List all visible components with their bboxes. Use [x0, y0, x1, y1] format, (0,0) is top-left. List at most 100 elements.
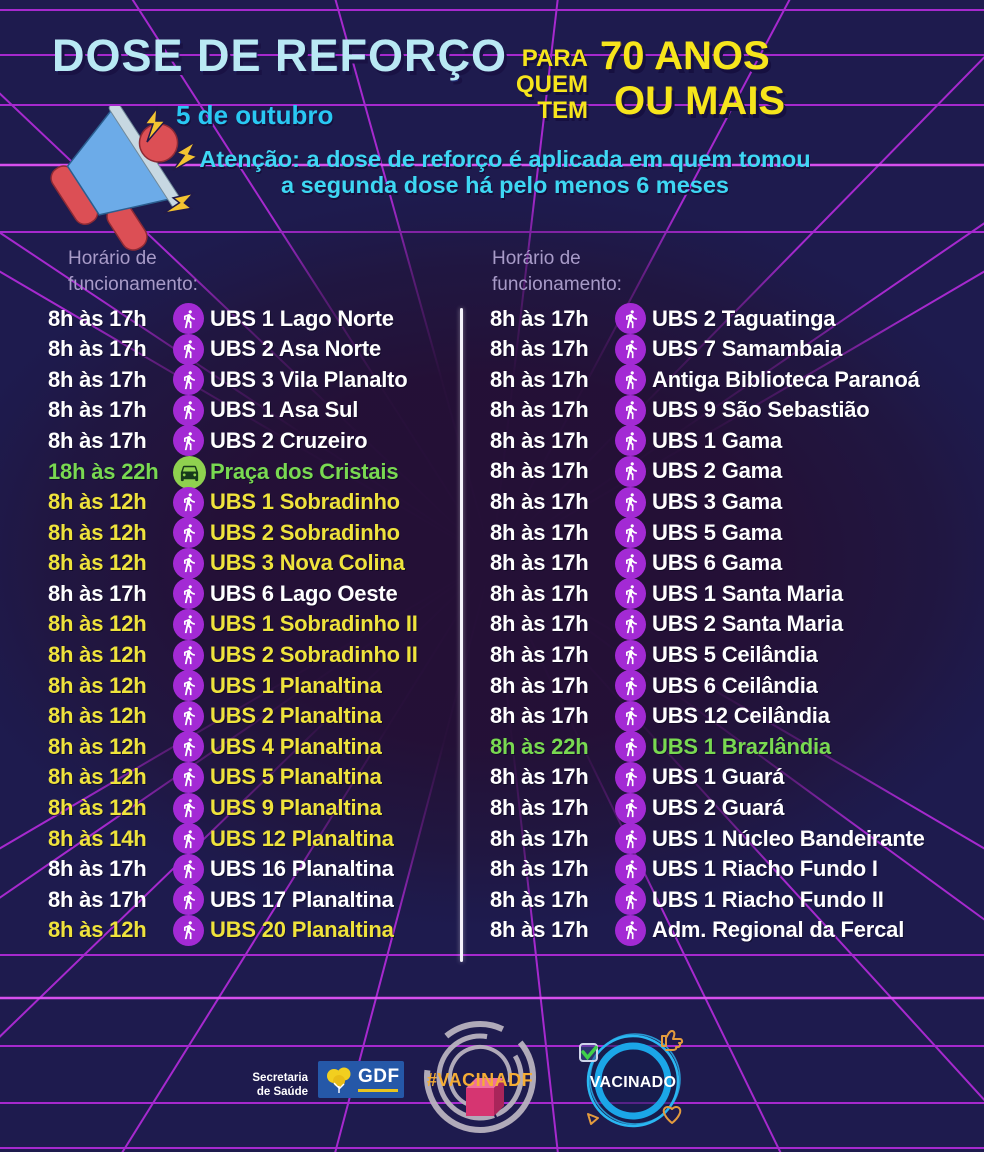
row-location: UBS 1 Brazlândia [652, 733, 831, 759]
schedule-row: 8h às 17h UBS 1 Lago Norte [48, 303, 518, 334]
walking-person-icon [173, 670, 204, 702]
gdf-label: GDF [358, 1066, 400, 1087]
schedule-row: 8h às 17h UBS 7 Samambaia [490, 333, 960, 365]
schedule-row: 8h às 17h UBS 9 São Sebastião [490, 394, 960, 426]
walking-person-icon [615, 394, 646, 426]
schedule-row: 8h às 17h UBS 12 Ceilândia [490, 700, 960, 732]
walking-person-icon [615, 455, 646, 487]
walking-person-icon [173, 731, 204, 763]
schedule-row: 8h às 17h UBS 5 Ceilândia [490, 639, 960, 671]
row-location: UBS 2 Sobradinho II [210, 642, 418, 668]
checkbox-check-icon [579, 1043, 598, 1062]
schedule-row: 8h às 17h UBS 2 Santa Maria [490, 608, 960, 640]
row-time: 8h às 17h [490, 397, 589, 423]
row-time: 8h às 17h [490, 886, 589, 912]
row-location: UBS 6 Lago Oeste [210, 580, 398, 606]
schedule-row: 8h às 17h Antiga Biblioteca Paranoá [490, 364, 960, 396]
row-location: UBS 1 Núcleo Bandeirante [652, 825, 925, 851]
row-time: 8h às 12h [48, 550, 147, 576]
row-location: UBS 12 Ceilândia [652, 703, 830, 729]
schedule-row: 8h às 17h UBS 2 Asa Norte [48, 333, 518, 365]
walking-person-icon [173, 517, 204, 549]
row-location: UBS 2 Santa Maria [652, 611, 844, 637]
row-location: UBS 3 Nova Colina [210, 550, 405, 576]
row-time: 8h às 17h [490, 580, 589, 606]
row-time: 18h às 22h [48, 459, 159, 485]
schedule-row: 8h às 22h UBS 1 Brazlândia [490, 731, 960, 763]
row-location: UBS 2 Taguatinga [652, 305, 836, 331]
walking-person-icon [615, 761, 646, 793]
schedule-column-left: Horário de funcionamento: 8h às 17h UBS 1… [48, 246, 518, 946]
row-location: UBS 12 Planaltina [210, 825, 394, 851]
row-time: 8h às 17h [490, 489, 589, 515]
row-time: 8h às 12h [48, 795, 147, 820]
row-location: UBS 1 Planaltina [210, 672, 382, 698]
walking-person-icon [173, 884, 204, 916]
schedule-row: 8h às 17h UBS 1 Asa Sul [48, 394, 518, 426]
column-header: Horário de funcionamento: [48, 246, 518, 298]
walking-person-icon [615, 884, 646, 916]
walking-person-icon [615, 670, 646, 702]
row-location: UBS 2 Cruzeiro [210, 427, 368, 453]
schedule-row: 8h às 12h UBS 2 Sobradinho [48, 517, 518, 549]
schedule-row: 8h às 17h UBS 3 Vila Planalto [48, 364, 518, 396]
row-location: Adm. Regional da Fercal [652, 917, 905, 943]
schedule-rows: 8h às 17h UBS 2 Taguatinga 8h às 17h UBS 7 … [490, 303, 960, 946]
heart-icon [662, 1105, 682, 1124]
vacinadf-hashtag-label: #VACINADF [427, 1070, 533, 1090]
schedule-row: 8h às 17h UBS 2 Guará [490, 792, 960, 824]
walking-person-icon [615, 608, 646, 640]
schedule-row: 8h às 17h UBS 1 Núcleo Bandeirante [490, 823, 960, 855]
lightning-bolts-icon [143, 106, 200, 214]
schedule-row: 8h às 17h UBS 1 Santa Maria [490, 578, 960, 610]
vacinadf-logo: #VACINADF [424, 1021, 536, 1133]
column-header-line: Horário de [492, 248, 581, 269]
schedule-row: 8h às 12h UBS 1 Planaltina [48, 670, 518, 702]
row-location: UBS 1 Guará [652, 764, 785, 790]
row-location: Praça dos Cristais [210, 459, 399, 485]
row-time: 8h às 17h [48, 336, 147, 362]
column-header-line: funcionamento: [492, 274, 622, 295]
row-location: UBS 1 Sobradinho [210, 489, 400, 515]
walking-person-icon [615, 486, 646, 518]
audience-main: 70 ANOS OU MAIS [600, 34, 785, 124]
row-location: UBS 6 Ceilândia [652, 672, 818, 698]
schedule-row: 8h às 12h UBS 3 Nova Colina [48, 547, 518, 579]
walking-person-icon [615, 639, 646, 671]
megaphone-icon [50, 106, 200, 251]
row-time: 8h às 12h [48, 519, 147, 545]
audience-main-line: OU MAIS [614, 79, 786, 123]
row-time: 8h às 12h [48, 672, 147, 698]
row-location: UBS 17 Planaltina [210, 886, 394, 912]
schedule-row: 8h às 12h UBS 20 Planaltina [48, 914, 518, 946]
walking-person-icon [173, 792, 204, 824]
row-location: UBS 2 Guará [652, 795, 785, 820]
walking-person-icon [173, 823, 204, 855]
schedule-row: 8h às 17h UBS 5 Gama [490, 517, 960, 549]
schedule-row: 8h às 17h UBS 2 Cruzeiro [48, 425, 518, 457]
walking-person-icon [173, 486, 204, 518]
drive-thru-car-icon [173, 455, 206, 489]
row-location: UBS 2 Gama [652, 458, 783, 484]
schedule-row: 8h às 12h UBS 1 Sobradinho II [48, 608, 518, 640]
audience-prefix-line: TEM [537, 97, 588, 124]
row-time: 8h às 17h [490, 611, 589, 637]
schedule-row: 8h às 17h UBS 6 Gama [490, 547, 960, 579]
row-location: UBS 1 Riacho Fundo II [652, 886, 884, 912]
row-location: UBS 1 Sobradinho II [210, 611, 418, 637]
thumbs-up-icon [661, 1030, 684, 1051]
schedule-row: 18h às 22h Praça dos Cristais [48, 455, 518, 489]
gdf-tagline-bar [358, 1089, 398, 1092]
walking-person-icon [173, 639, 204, 671]
walking-person-icon [173, 608, 204, 640]
row-location: UBS 1 Riacho Fundo I [652, 856, 878, 882]
secretaria-line: de Saúde [256, 1086, 308, 1098]
schedule-column-right: Horário de funcionamento: 8h às 17h UBS 2… [490, 246, 960, 946]
row-time: 8h às 17h [490, 672, 589, 698]
walking-person-icon [615, 425, 646, 457]
schedule-row: 8h às 17h UBS 2 Taguatinga [490, 303, 960, 334]
walking-person-icon [173, 578, 204, 610]
schedule-row: 8h às 12h UBS 2 Sobradinho II [48, 639, 518, 671]
row-location: UBS 3 Gama [652, 489, 783, 515]
row-time: 8h às 17h [490, 427, 589, 453]
